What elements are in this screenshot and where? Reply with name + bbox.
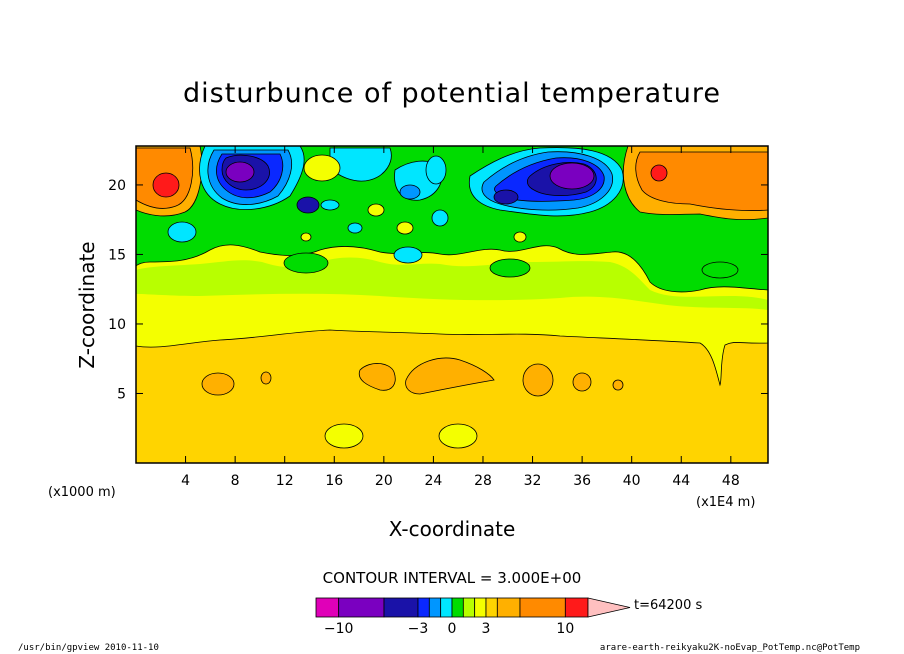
y-axis-ticks: 5 10 15 20 [108, 178, 768, 402]
x-tick-label: 36 [573, 473, 591, 489]
yellow-blob [324, 423, 364, 449]
colorbar-extend-arrow [587, 597, 631, 618]
footer-left: /usr/bin/gpview 2010-11-10 [18, 643, 159, 653]
colorbar-swatch [440, 597, 453, 618]
x-tick-label: 40 [623, 473, 641, 489]
yellow-blob [303, 154, 341, 182]
colorbar-swatch [417, 597, 430, 618]
chart-title: disturbunce of potential temperature [183, 78, 721, 109]
colorbar-tick-label: 10 [556, 621, 574, 637]
x-tick-label: 24 [424, 473, 442, 489]
colorbar-swatch [451, 597, 464, 618]
x-scale-note: (x1E4 m) [696, 495, 755, 510]
colorbar-tick-label: −10 [324, 621, 354, 637]
y-axis-label: Z-coordinate [75, 241, 99, 368]
green-blob [489, 258, 531, 278]
time-label: t=64200 s [634, 598, 702, 613]
x-tick-label: 12 [276, 473, 294, 489]
colorbar-tick-label: 3 [482, 621, 491, 637]
colorbar-swatch [496, 597, 521, 618]
contour-field [136, 146, 768, 463]
x-tick-label: 48 [722, 473, 740, 489]
y-tick-label: 20 [108, 178, 126, 194]
x-tick-label: 16 [325, 473, 343, 489]
x-tick-label: 8 [231, 473, 240, 489]
colorbar-swatch [564, 597, 589, 618]
colorbar-tick-label: −3 [408, 621, 429, 637]
x-tick-label: 44 [672, 473, 690, 489]
x-tick-label: 20 [375, 473, 393, 489]
footer-right: arare-earth-reikyaku2K-noEvap_PotTemp.nc… [600, 643, 860, 653]
green-blob [283, 252, 329, 274]
colorbar-tick-label: 0 [448, 621, 457, 637]
colorbar-swatch [315, 597, 340, 618]
colorbar-swatch [338, 597, 385, 618]
plot-frame [135, 145, 769, 464]
colorbar: −10 −3 0 3 10 [315, 597, 631, 637]
y-tick-label: 5 [117, 386, 126, 402]
orange-blob [201, 372, 235, 396]
x-tick-label: 32 [524, 473, 542, 489]
colorbar-swatch [383, 597, 419, 618]
colorbar-swatch [485, 597, 498, 618]
colorbar-swatch [428, 597, 442, 618]
colorbar-swatch [474, 597, 487, 618]
x-unit-label: (x1000 m) [48, 485, 116, 500]
colorbar-swatch [462, 597, 476, 618]
y-tick-label: 15 [108, 247, 126, 263]
x-axis-label: X-coordinate [389, 517, 516, 541]
y-tick-label: 10 [108, 317, 126, 333]
x-tick-label: 4 [181, 473, 190, 489]
green-blob [701, 261, 739, 279]
colorbar-swatch [519, 597, 566, 618]
x-axis-ticks: 4 8 12 16 20 24 28 32 36 40 44 48 [181, 146, 740, 489]
contour-interval-text: CONTOUR INTERVAL = 3.000E+00 [323, 569, 582, 587]
x-tick-label: 28 [474, 473, 492, 489]
